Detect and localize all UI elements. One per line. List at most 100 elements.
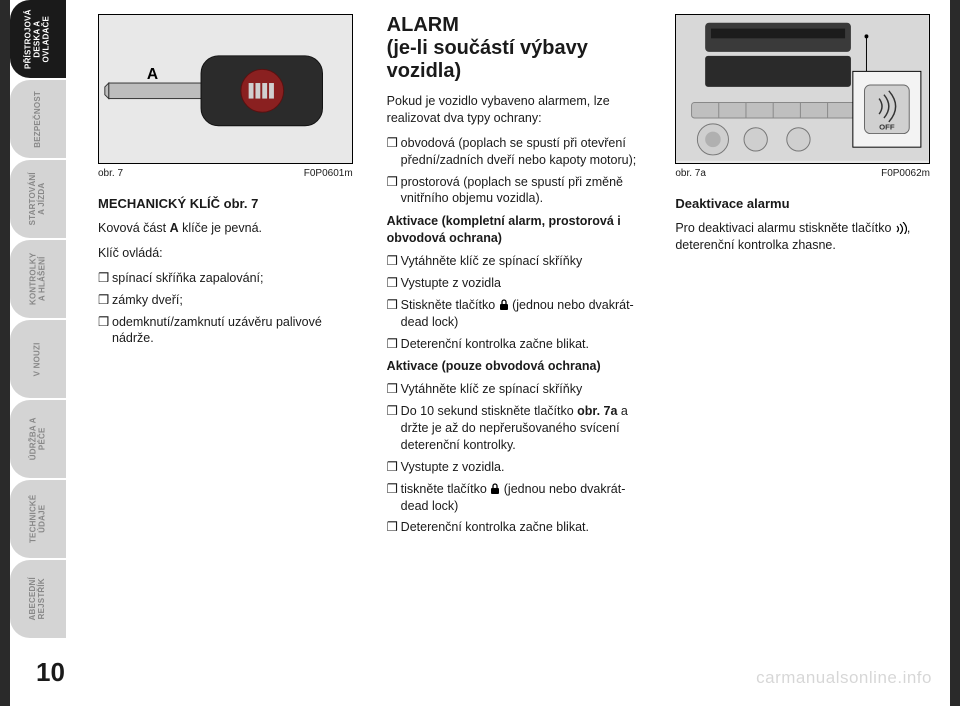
tab-label: PŘÍSTROJOVÁ DESKA A OVLADAČE xyxy=(25,9,51,69)
tab-emergency[interactable]: V NOUZI xyxy=(10,320,66,398)
heading-text: ALARM xyxy=(387,14,459,36)
bullet-mark: ❒ xyxy=(387,253,401,270)
paragraph: Klíč ovládá: xyxy=(98,245,353,262)
bullet-mark: ❒ xyxy=(387,403,401,454)
bullet-text: Stiskněte tlačítko (jednou nebo dvakrát-… xyxy=(401,297,642,331)
bullet-text: Deterenční kontrolka začne blikat. xyxy=(401,336,642,353)
bullet-mark: ❒ xyxy=(387,297,401,331)
bullet-item: ❒Vystupte z vozidla. xyxy=(387,459,642,476)
tab-index[interactable]: ABECEDNÍ REJSTŘÍK xyxy=(10,560,66,638)
bullet-item: ❒spínací skříňka zapalování; xyxy=(98,270,353,287)
text: klíče je pevná. xyxy=(179,221,262,235)
figure-dashboard: OFF xyxy=(675,14,930,164)
tab-dashboard[interactable]: PŘÍSTROJOVÁ DESKA A OVLADAČE xyxy=(10,0,66,78)
section-heading-alarm: ALARM (je-li součástí výbavy vozidla) xyxy=(387,14,642,83)
bullet-text: prostorová (poplach se spustí při změně … xyxy=(401,174,642,208)
bullet-mark: ❒ xyxy=(98,314,112,348)
column-1: A obr. 7 F0P0601m MECHANICKÝ KLÍČ obr. 7… xyxy=(98,14,353,646)
tab-label: KONTROLKY A HLÁŠENÍ xyxy=(29,253,47,305)
key-illustration: A xyxy=(99,15,352,161)
text: Do 10 sekund stiskněte tlačítko xyxy=(401,404,577,418)
figure-caption-7: obr. 7 F0P0601m xyxy=(98,167,353,181)
bullet-mark: ❒ xyxy=(98,270,112,287)
figure-caption-7a: obr. 7a F0P0062m xyxy=(675,167,930,181)
bullet-item: ❒Do 10 sekund stiskněte tlačítko obr. 7a… xyxy=(387,403,642,454)
bullet-mark: ❒ xyxy=(387,481,401,515)
tab-label: ABECEDNÍ REJSTŘÍK xyxy=(29,577,47,620)
svg-text:A: A xyxy=(147,66,158,83)
text: Stiskněte tlačítko xyxy=(401,298,499,312)
lock-icon xyxy=(499,299,509,311)
figure-key: A xyxy=(98,14,353,164)
bullet-text: Do 10 sekund stiskněte tlačítko obr. 7a … xyxy=(401,403,642,454)
bullet-item: ❒obvodová (poplach se spustí při otevřen… xyxy=(387,135,642,169)
bullet-mark: ❒ xyxy=(387,519,401,536)
bullet-text: Vytáhněte klíč ze spínací skříňky xyxy=(401,253,642,270)
bullet-text: Vystupte z vozidla. xyxy=(401,459,642,476)
bullet-mark: ❒ xyxy=(387,174,401,208)
side-tabs: PŘÍSTROJOVÁ DESKA A OVLADAČE BEZPEČNOST … xyxy=(10,0,66,640)
page-number: 10 xyxy=(36,657,65,688)
figure-code: F0P0062m xyxy=(881,167,930,181)
svg-text:OFF: OFF xyxy=(879,123,895,132)
bullet-mark: ❒ xyxy=(387,135,401,169)
figure-code: F0P0601m xyxy=(304,167,353,181)
bullet-item: ❒Vytáhněte klíč ze spínací skříňky xyxy=(387,381,642,398)
content-area: A obr. 7 F0P0601m MECHANICKÝ KLÍČ obr. 7… xyxy=(98,14,930,646)
heading-text: (je-li součástí výbavy vozidla) xyxy=(387,37,588,82)
paragraph: Kovová část A klíče je pevná. xyxy=(98,220,353,237)
figure-label: obr. 7a xyxy=(675,167,706,181)
paragraph: Pokud je vozidlo vybaveno alarmem, lze r… xyxy=(387,93,642,127)
section-heading-deactivate: Deaktivace alarmu xyxy=(675,195,930,213)
subheading-activation-perimeter: Aktivace (pouze obvodová ochrana) xyxy=(387,358,642,375)
bullet-text: tiskněte tlačítko (jednou nebo dvakrát-d… xyxy=(401,481,642,515)
subheading-activation-full: Aktivace (kompletní alarm, prostorová i … xyxy=(387,213,642,247)
bullet-item: ❒odemknutí/zamknutí uzávěru palivové nád… xyxy=(98,314,353,348)
section-heading-mechkey: MECHANICKÝ KLÍČ obr. 7 xyxy=(98,195,353,213)
text: Pro deaktivaci alarmu stiskněte tlačítko xyxy=(675,221,895,235)
bullet-mark: ❒ xyxy=(98,292,112,309)
bullet-text: spínací skříňka zapalování; xyxy=(112,270,353,287)
tab-label: V NOUZI xyxy=(34,342,43,376)
column-3: OFF obr. 7a F0P0062m Deaktivace alarmu P… xyxy=(675,14,930,646)
tab-techdata[interactable]: TECHNICKÉ ÚDAJE xyxy=(10,480,66,558)
tab-label: TECHNICKÉ ÚDAJE xyxy=(29,495,47,543)
bullet-text: zámky dveří; xyxy=(112,292,353,309)
tab-maintenance[interactable]: ÚDRŽBA A PÉČE xyxy=(10,400,66,478)
tab-label: BEZPEČNOST xyxy=(34,91,43,148)
bullet-text: odemknutí/zamknutí uzávěru palivové nádr… xyxy=(112,314,353,348)
alarm-off-icon xyxy=(895,222,907,234)
bullet-item: ❒zámky dveří; xyxy=(98,292,353,309)
bullet-mark: ❒ xyxy=(387,381,401,398)
bullet-text: Vytáhněte klíč ze spínací skříňky xyxy=(401,381,642,398)
tab-starting[interactable]: STARTOVÁNÍ A JÍZDA xyxy=(10,160,66,238)
tab-label: STARTOVÁNÍ A JÍZDA xyxy=(29,172,47,225)
figure-label: obr. 7 xyxy=(98,167,123,181)
tab-label: ÚDRŽBA A PÉČE xyxy=(29,418,47,461)
text-bold: obr. 7a xyxy=(577,404,617,418)
bullet-text: Deterenční kontrolka začne blikat. xyxy=(401,519,642,536)
manual-page: PŘÍSTROJOVÁ DESKA A OVLADAČE BEZPEČNOST … xyxy=(10,0,950,706)
watermark: carmanualsonline.info xyxy=(756,668,932,688)
lock-icon xyxy=(490,483,500,495)
bullet-item: ❒Deterenční kontrolka začne blikat. xyxy=(387,336,642,353)
paragraph: Pro deaktivaci alarmu stiskněte tlačítko… xyxy=(675,220,930,254)
tab-warnings[interactable]: KONTROLKY A HLÁŠENÍ xyxy=(10,240,66,318)
bullet-item: ❒Vytáhněte klíč ze spínací skříňky xyxy=(387,253,642,270)
text: tiskněte tlačítko xyxy=(401,482,491,496)
bullet-mark: ❒ xyxy=(387,459,401,476)
text: Kovová část xyxy=(98,221,170,235)
bullet-text: obvodová (poplach se spustí při otevření… xyxy=(401,135,642,169)
bullet-item: ❒Deterenční kontrolka začne blikat. xyxy=(387,519,642,536)
bullet-item: ❒tiskněte tlačítko (jednou nebo dvakrát-… xyxy=(387,481,642,515)
bullet-item: ❒prostorová (poplach se spustí při změně… xyxy=(387,174,642,208)
text-bold: A xyxy=(170,221,179,235)
bullet-text: Vystupte z vozidla xyxy=(401,275,642,292)
bullet-mark: ❒ xyxy=(387,336,401,353)
column-2: ALARM (je-li součástí výbavy vozidla) Po… xyxy=(387,14,642,646)
tab-safety[interactable]: BEZPEČNOST xyxy=(10,80,66,158)
bullet-mark: ❒ xyxy=(387,275,401,292)
bullet-item: ❒Stiskněte tlačítko (jednou nebo dvakrát… xyxy=(387,297,642,331)
dashboard-illustration: OFF xyxy=(676,15,929,161)
bullet-item: ❒Vystupte z vozidla xyxy=(387,275,642,292)
